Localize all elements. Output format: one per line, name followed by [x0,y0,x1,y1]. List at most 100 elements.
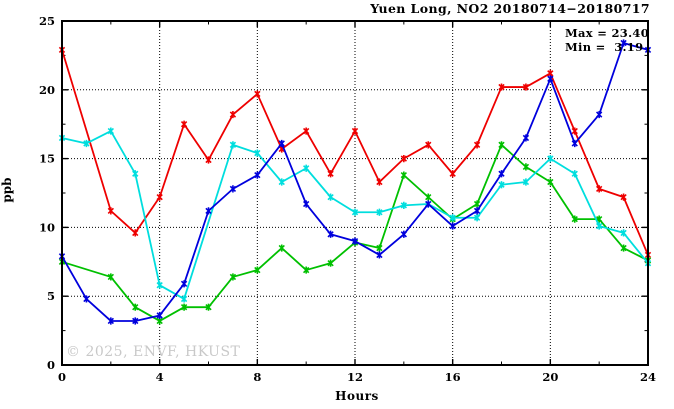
marker-day1-red [351,127,359,135]
marker-day3-cyan [473,214,481,222]
marker-day3-cyan [522,178,530,186]
marker-day2-green [620,244,627,252]
marker-day1-red [229,110,237,119]
marker-day4-blue [132,317,139,325]
marker-day3-cyan [596,222,603,230]
marker-day4-blue [156,311,163,320]
marker-day3-cyan [376,208,383,216]
marker-day2-green [254,266,261,274]
marker-day4-blue [327,230,334,238]
marker-day2-green [498,141,505,149]
marker-day4-blue [180,280,188,288]
marker-day2-green [522,163,530,171]
series-line-day3-cyan [61,130,649,300]
marker-day2-green [547,178,554,186]
marker-day2-green [376,244,383,252]
marker-day1-red [107,207,114,215]
marker-day3-cyan [156,281,163,289]
y-tick-label: 10 [39,220,55,234]
x-tick-label: 16 [445,370,461,384]
marker-day4-blue [498,170,505,178]
marker-day1-red [303,127,310,135]
marker-day4-blue [205,207,212,215]
marker-day4-blue [83,295,90,303]
marker-day3-cyan [132,170,139,178]
watermark: © 2025, ENVF, HKUST [66,344,241,360]
x-axis-label: Hours [335,389,379,403]
marker-day3-cyan [400,201,407,209]
max-min-annotation: Max = 23.40 Min = 3.19 [565,26,649,54]
marker-day3-cyan [498,181,505,189]
marker-day4-blue [547,75,554,83]
marker-day4-blue [473,207,481,215]
marker-day1-red [254,90,261,98]
marker-day4-blue [376,251,383,259]
series-line-day1-red [61,49,649,256]
marker-day4-blue [303,200,310,208]
marker-day3-cyan [571,170,578,178]
marker-day1-red [473,141,481,149]
marker-day3-cyan [303,164,310,172]
marker-day3-cyan [449,214,456,222]
marker-day1-red [571,127,578,135]
marker-day4-blue [400,230,407,238]
marker-day4-blue [620,39,627,47]
marker-day2-green [303,266,310,274]
marker-day4-blue [254,171,261,179]
x-tick-label: 4 [156,370,164,384]
x-tick-label: 8 [253,370,261,384]
marker-day1-red [596,185,603,193]
marker-day3-cyan [107,127,114,135]
marker-day2-green [327,259,334,267]
marker-day4-blue [425,200,432,208]
marker-day1-red [180,120,188,128]
marker-day1-red [156,193,163,201]
marker-day4-blue [229,185,237,193]
min-annotation: Min = 3.19 [565,39,644,54]
marker-day2-green [400,171,407,179]
marker-day2-green [278,244,285,252]
marker-day1-red [400,155,407,163]
marker-day4-blue [278,139,285,148]
plot-border [61,20,649,366]
marker-day4-blue [449,222,456,230]
max-annotation: Max = 23.40 [565,26,649,40]
marker-day3-cyan [180,295,188,303]
marker-day1-red [327,170,334,178]
series-line-day2-green [61,143,649,322]
x-tick-label: 20 [542,370,558,384]
marker-day1-red [205,156,212,164]
marker-day4-blue [596,110,603,119]
marker-day1-red [620,193,627,201]
marker-day2-green [571,215,578,223]
marker-day3-cyan [547,155,554,163]
marker-day2-green [473,200,481,208]
marker-day1-red [498,83,505,91]
marker-day3-cyan [278,178,285,186]
marker-day3-cyan [351,208,359,216]
y-tick-label: 15 [39,152,55,166]
marker-day3-cyan [229,141,237,149]
marker-day2-green [229,273,237,281]
y-tick-label: 20 [39,83,55,97]
marker-day2-green [205,303,212,311]
x-tick-label: 24 [640,370,656,384]
y-tick-label: 5 [47,289,55,303]
marker-day2-green [180,303,188,311]
marker-day4-blue [351,237,359,245]
marker-day3-cyan [327,193,334,201]
chart-title: Yuen Long, NO2 20180714−20180717 [370,1,650,16]
marker-day1-red [425,141,432,149]
marker-day4-blue [107,317,114,325]
marker-day3-cyan [254,149,261,157]
y-tick-label: 25 [39,14,55,28]
marker-day1-red [522,83,530,91]
y-tick-label: 0 [47,358,55,372]
marker-day2-green [132,303,139,311]
marker-day1-red [449,170,456,178]
marker-day4-blue [571,139,578,148]
y-axis-label: ppb [0,177,14,203]
marker-day1-red [132,229,139,237]
